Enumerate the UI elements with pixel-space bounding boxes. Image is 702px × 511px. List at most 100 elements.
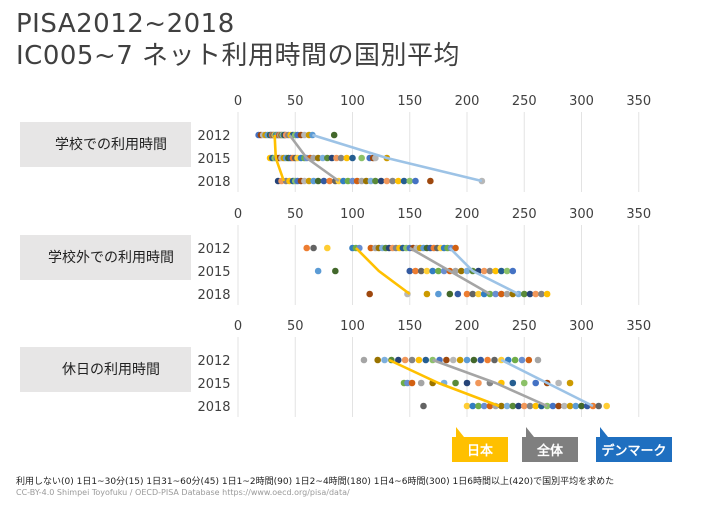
country-dot (367, 244, 375, 252)
footnote: 利用しない(0) 1日1~30分(15) 1日31~60分(45) 1日1~2時… (16, 477, 615, 487)
x-tick-label: 200 (455, 319, 480, 334)
country-dot (320, 177, 328, 185)
country-dot (463, 379, 471, 387)
credit-line: CC-BY-4.0 Shimpei Toyofuku / OECD-PISA D… (16, 488, 350, 497)
chart-area: 0 50 100 150 200 250 300 350 学校での利用時間 2012 2015 201… (20, 94, 672, 462)
x-tick-label: 150 (397, 207, 422, 222)
year-label: 2012 (197, 354, 230, 369)
country-dot (415, 356, 423, 364)
country-dot (498, 290, 505, 298)
series-line (500, 358, 594, 408)
country-dot (343, 154, 351, 162)
country-dot (566, 402, 574, 410)
country-dot (408, 356, 416, 364)
country-dot (353, 177, 361, 185)
country-dot (480, 267, 488, 275)
country-dot (367, 177, 375, 185)
country-dot (310, 244, 317, 252)
country-dot (509, 267, 517, 275)
country-dot (340, 177, 347, 185)
x-tick-label: 300 (569, 319, 594, 334)
country-dot (412, 267, 419, 275)
country-dot (452, 379, 459, 387)
country-dot (498, 402, 505, 410)
country-dot (475, 379, 482, 387)
country-dot (532, 402, 539, 410)
country-dot (532, 290, 539, 298)
country-dot (303, 244, 311, 252)
x-tick-label: 250 (512, 207, 537, 222)
country-dot (429, 267, 436, 275)
country-dot (435, 267, 442, 275)
country-dot (446, 290, 454, 298)
country-dot (337, 154, 345, 162)
country-dot (463, 356, 471, 364)
country-dot (538, 290, 545, 298)
series-line (312, 133, 483, 183)
year-label: 2018 (197, 400, 230, 415)
country-dot (469, 290, 477, 298)
x-tick-label: 50 (287, 319, 304, 334)
country-dot (326, 177, 333, 185)
country-dot (477, 356, 485, 364)
country-dot (491, 356, 498, 364)
series-line (448, 247, 520, 296)
legend-box (522, 437, 578, 462)
country-dot (406, 177, 414, 185)
series-line (432, 358, 548, 408)
country-dot (377, 177, 385, 185)
country-dot (475, 402, 482, 410)
country-dot (404, 379, 411, 387)
x-tick-label: 50 (287, 207, 304, 222)
x-tick-label: 250 (512, 94, 537, 109)
country-dot (401, 356, 409, 364)
country-dot (417, 267, 425, 275)
x-tick-label: 0 (234, 207, 242, 222)
country-dot (578, 402, 585, 410)
year-label: 2015 (197, 152, 230, 167)
country-dot (492, 290, 499, 298)
country-dot (435, 290, 442, 298)
year-label: 2018 (197, 288, 230, 303)
country-dot (389, 177, 396, 185)
country-dot (555, 379, 562, 387)
panel-label: 学校での利用時間 (55, 136, 167, 153)
x-tick-label: 350 (626, 207, 651, 222)
country-dot (362, 177, 370, 185)
legend-box (596, 437, 672, 462)
country-dot (383, 177, 391, 185)
country-dot (470, 356, 478, 364)
country-dot (314, 154, 322, 162)
legend-label: デンマーク (601, 443, 666, 459)
x-tick-label: 100 (340, 207, 365, 222)
country-dot (423, 267, 431, 275)
country-dot (310, 154, 317, 162)
series-line (388, 358, 500, 408)
country-dot (324, 154, 331, 162)
country-dot (511, 356, 519, 364)
x-tick-label: 0 (234, 94, 242, 109)
year-label: 2015 (197, 377, 230, 392)
panel-label-box (20, 235, 191, 280)
country-dot (520, 402, 528, 410)
country-dot (310, 177, 317, 185)
x-tick-label: 300 (569, 207, 594, 222)
x-tick-label: 350 (626, 319, 651, 334)
country-dot (358, 177, 365, 185)
country-dot (333, 154, 340, 162)
series-line (409, 246, 491, 296)
country-dot (406, 267, 414, 275)
country-dot (532, 379, 539, 387)
country-dot (486, 267, 494, 275)
country-dot (412, 177, 419, 185)
country-dot (492, 267, 499, 275)
country-dot (526, 402, 534, 410)
chart-title-line1: PISA2012~2018 (16, 9, 235, 39)
country-dot (372, 154, 379, 162)
country-dot (463, 267, 471, 275)
country-dot (509, 379, 517, 387)
country-dot (509, 402, 517, 410)
year-label: 2018 (197, 175, 230, 190)
country-dot (469, 402, 477, 410)
country-dot (400, 177, 408, 185)
